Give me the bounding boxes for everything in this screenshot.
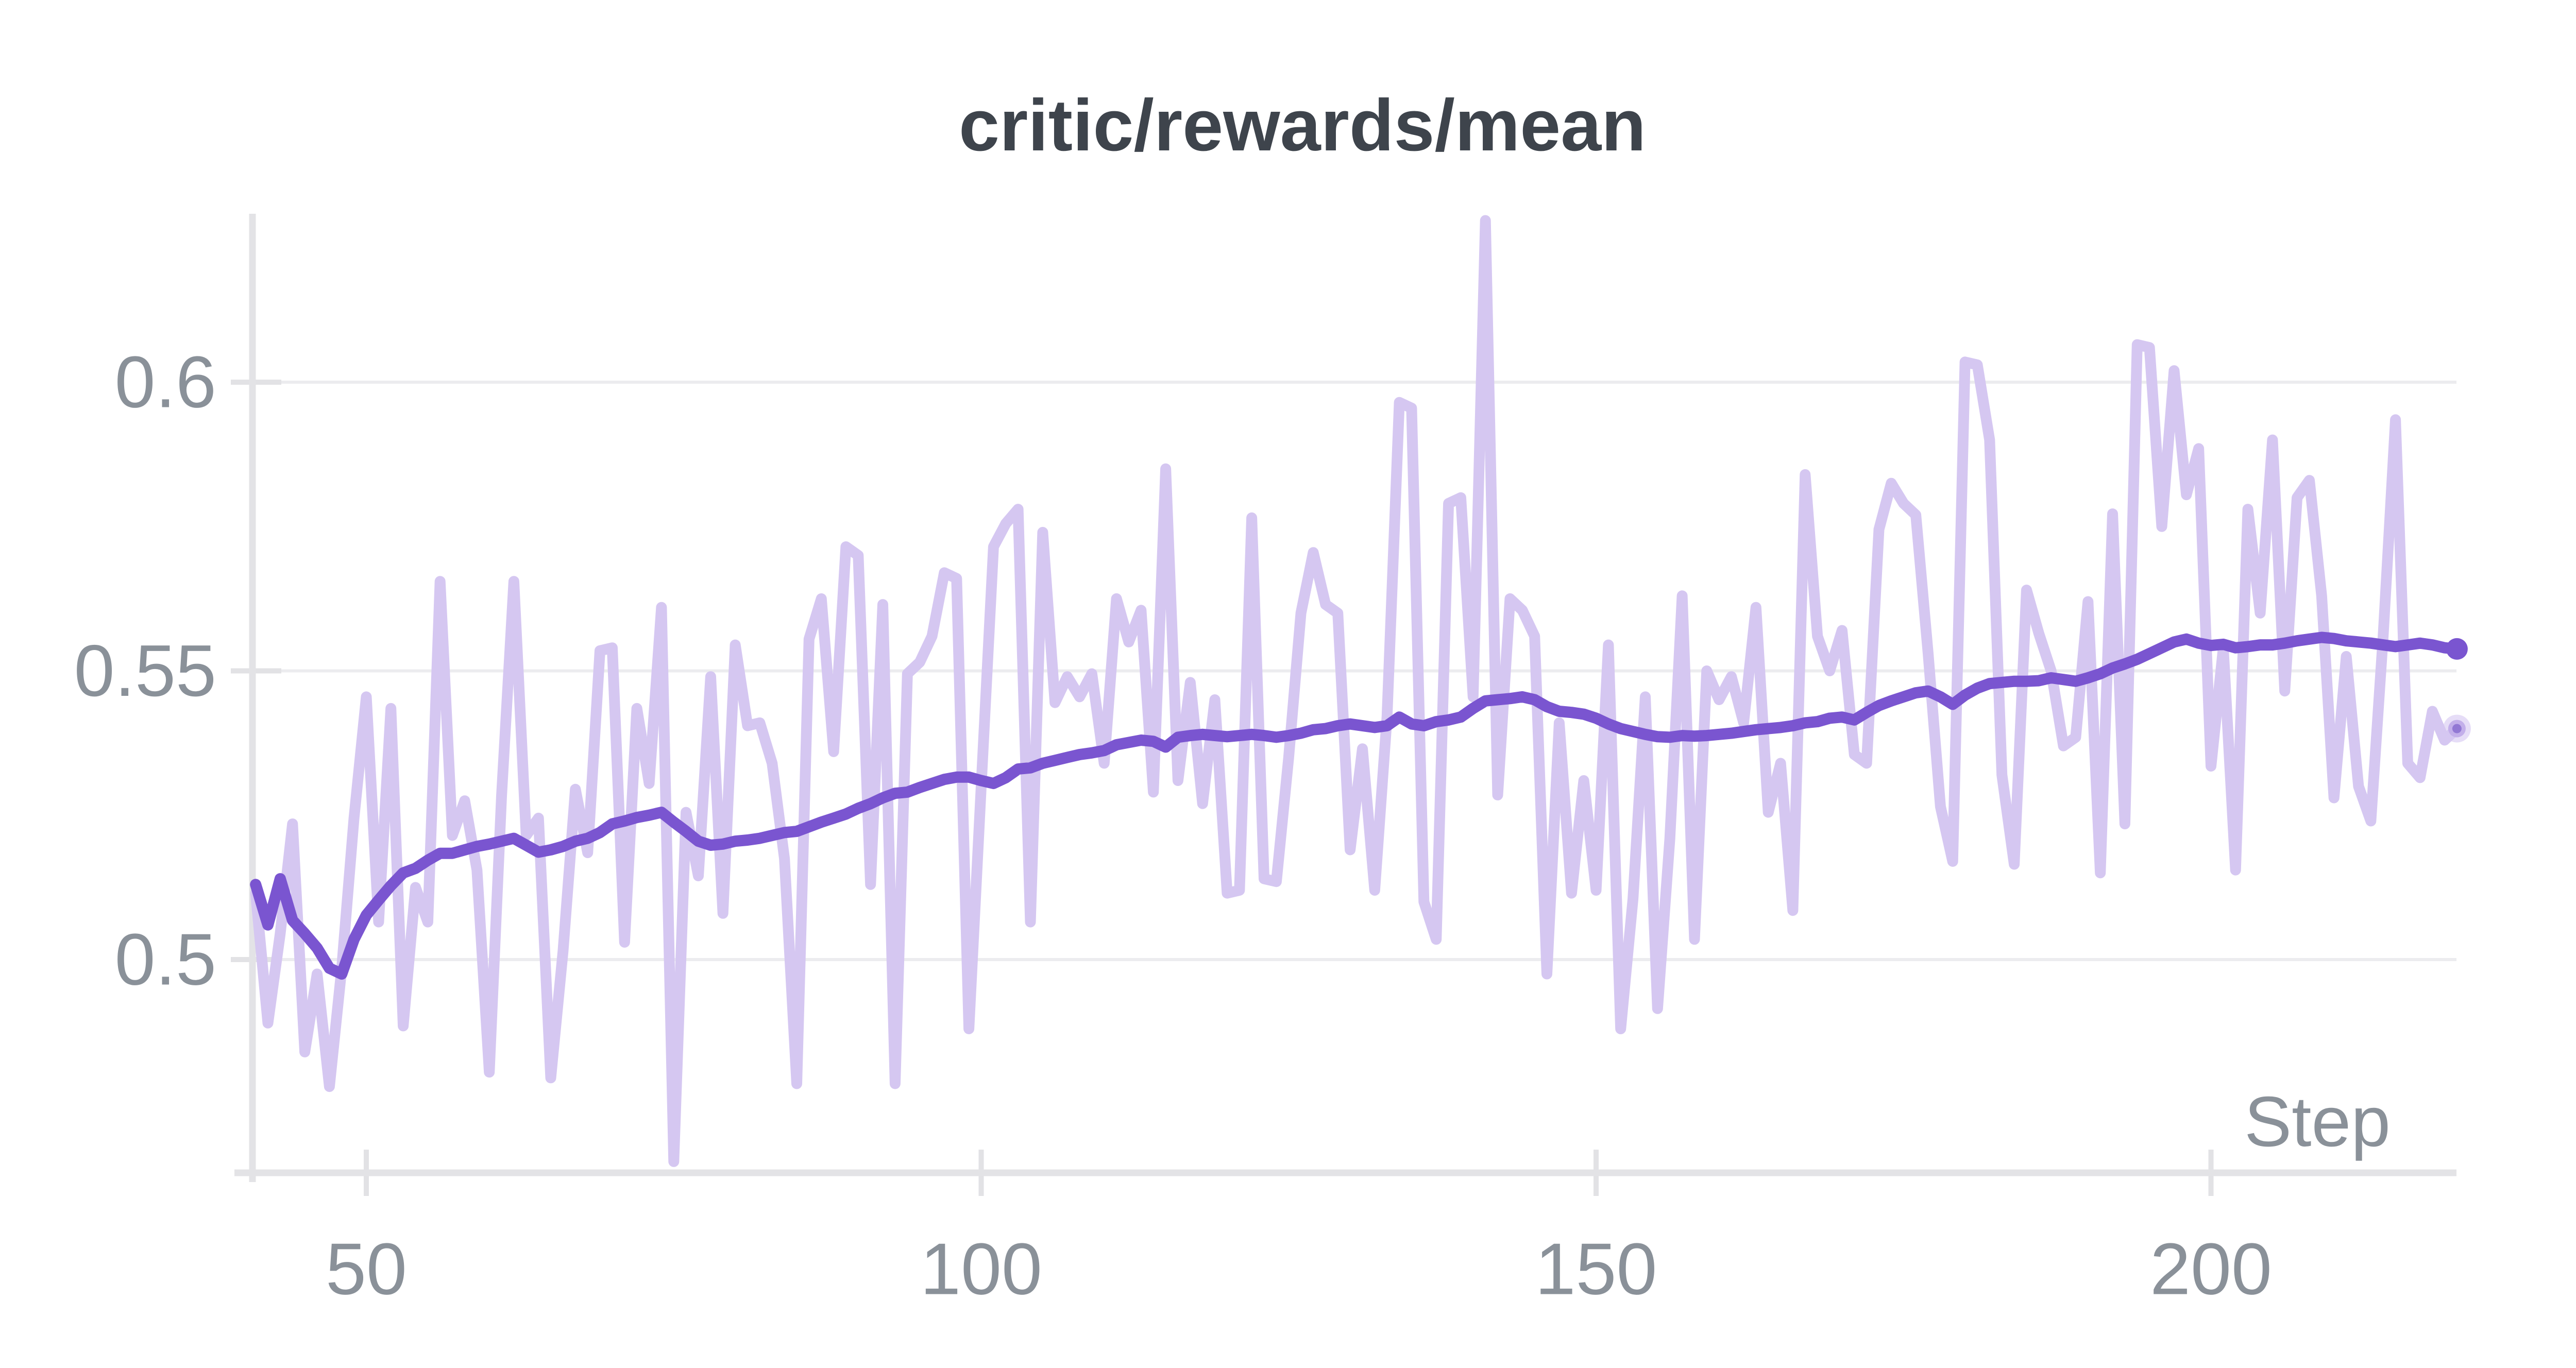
marker-layer [2443, 638, 2471, 743]
y-axis-label-0.55: 0.55 [74, 630, 216, 712]
plot-area[interactable] [252, 214, 2456, 1173]
chart-title: critic/rewards/mean [959, 84, 1646, 166]
y-axis-label-0.6: 0.6 [115, 341, 216, 423]
x-axis-label-50: 50 [326, 1228, 407, 1310]
x-axis-label-200: 200 [2150, 1228, 2272, 1310]
series-layer [250, 215, 2463, 1167]
raw-end-marker-core [2452, 724, 2462, 733]
x-axis-label-100: 100 [920, 1228, 1042, 1310]
y-axis-label-0.5: 0.5 [115, 919, 216, 1001]
x-axis-title: Step [2244, 1082, 2391, 1161]
smoothed-series-line [250, 631, 2463, 980]
x-axis-label-150: 150 [1535, 1228, 1657, 1310]
raw-series-line [250, 215, 2463, 1167]
axis-layer [231, 214, 2456, 1196]
label-layer: critic/rewards/mean Step 0.6 0.55 0.5 50 100… [74, 84, 2391, 1310]
smoothed-end-dot [2446, 638, 2468, 660]
